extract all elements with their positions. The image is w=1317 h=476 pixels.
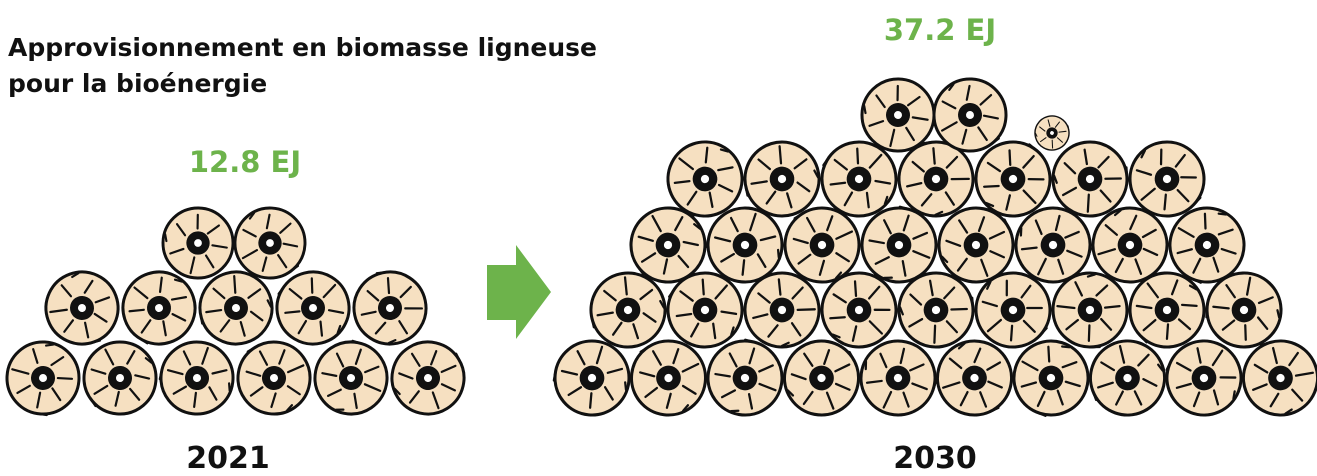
arrow	[487, 245, 551, 339]
log-icon	[625, 335, 712, 421]
log-icon	[231, 335, 317, 421]
amount-label: 12.8 EJ	[189, 145, 301, 179]
title-line: Approvisionnement en biomasse ligneuse	[8, 33, 597, 62]
log-piles	[0, 62, 1317, 432]
log-icon	[930, 75, 1010, 155]
year-label: 2021	[186, 441, 270, 476]
year-label: 2030	[893, 441, 977, 476]
log-icon	[267, 262, 359, 354]
amount-label: 37.2 EJ	[884, 13, 996, 47]
log-icon	[383, 333, 473, 423]
log-icon	[231, 204, 309, 282]
log-icon	[79, 337, 161, 419]
title-line: pour la bioénergie	[8, 69, 267, 98]
